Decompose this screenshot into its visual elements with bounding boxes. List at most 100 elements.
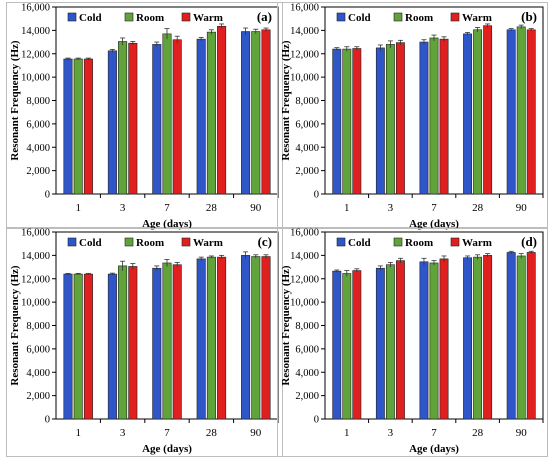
bar-warm: [217, 25, 227, 195]
bar-room: [516, 26, 526, 195]
y-tick-label: 14,000: [21, 251, 50, 262]
legend-swatch-warm: [181, 12, 191, 22]
y-tick-label: 6,000: [26, 119, 50, 130]
y-axis-label: Resonant Frequency (Hz): [280, 40, 292, 161]
bar-warm: [217, 256, 227, 420]
y-tick-label: 0: [45, 190, 50, 201]
legend-swatch-room: [124, 12, 134, 22]
y-tick-label: 6,000: [295, 344, 319, 355]
x-tick-label: 7: [431, 202, 437, 214]
bar-cold: [463, 257, 473, 420]
y-tick-label: 2,000: [295, 391, 319, 402]
y-tick-label: 16,000: [290, 228, 319, 239]
y-tick-label: 12,000: [290, 274, 319, 285]
bar-cold: [107, 273, 117, 420]
panel-frame: [277, 2, 548, 228]
bar-cold: [375, 267, 385, 420]
y-tick-label: 0: [45, 415, 50, 426]
bar-cold: [375, 47, 385, 195]
bar-warm: [261, 29, 271, 195]
bar-room: [516, 255, 526, 420]
legend-swatch-warm: [450, 12, 460, 22]
x-tick-label: 1: [75, 427, 81, 439]
x-tick-label: 1: [344, 202, 350, 214]
bar-warm: [261, 256, 271, 420]
bar-warm: [83, 273, 93, 420]
legend-swatch-room: [124, 237, 134, 247]
bar-warm: [172, 39, 182, 195]
y-tick-label: 4,000: [26, 143, 50, 154]
legend-label-room: Room: [405, 12, 433, 24]
legend-swatch-warm: [450, 237, 460, 247]
legend-swatch-room: [393, 237, 403, 247]
y-tick-label: 16,000: [21, 228, 50, 239]
y-tick-label: 14,000: [290, 26, 319, 37]
bar-cold: [241, 31, 251, 195]
bar-cold: [419, 261, 429, 420]
legend-swatch-warm: [181, 237, 191, 247]
bar-cold: [63, 58, 73, 195]
bar-cold: [506, 29, 516, 195]
bar-room: [251, 256, 261, 420]
y-tick-label: 10,000: [21, 73, 50, 84]
bar-warm: [352, 270, 362, 420]
bar-room: [73, 58, 83, 195]
y-tick-label: 16,000: [290, 3, 319, 14]
legend-swatch-cold: [67, 237, 77, 247]
y-tick-label: 6,000: [26, 344, 50, 355]
x-tick-label: 7: [164, 427, 170, 439]
bar-cold: [152, 267, 162, 420]
bar-room: [429, 262, 439, 420]
y-tick-label: 14,000: [21, 26, 50, 37]
chart-panel-2: 0 2,000 4,000 6,000 8,000 10,000 12,000 14,000 1…: [6, 228, 283, 457]
panel-frame: [277, 228, 548, 457]
legend-label-room: Room: [405, 237, 433, 249]
legend-label-cold: Cold: [348, 12, 371, 24]
bar-warm: [526, 29, 536, 195]
x-tick-label: 90: [516, 427, 528, 439]
bar-warm: [128, 266, 138, 420]
x-tick-label: 90: [250, 202, 262, 214]
panel-label: (d): [521, 234, 537, 249]
x-tick-label: 28: [206, 427, 218, 439]
legend-label-cold: Cold: [348, 237, 371, 249]
bar-room: [342, 48, 352, 195]
bar-warm: [439, 258, 449, 420]
x-axis-label: Age (days): [142, 218, 192, 230]
bar-cold: [196, 38, 206, 195]
y-tick-label: 10,000: [290, 298, 319, 309]
bar-room: [73, 273, 83, 420]
bar-cold: [419, 41, 429, 195]
bar-room: [206, 31, 216, 195]
bar-warm: [395, 42, 405, 195]
bar-room: [342, 273, 352, 420]
bar-cold: [332, 48, 342, 195]
x-tick-label: 3: [120, 427, 126, 439]
bar-room: [473, 256, 483, 420]
bar-room: [473, 29, 483, 195]
bar-room: [162, 262, 172, 420]
y-tick-label: 0: [314, 190, 319, 201]
bar-cold: [107, 50, 117, 195]
x-tick-label: 90: [516, 202, 528, 214]
legend-swatch-cold: [336, 237, 346, 247]
legend-label-warm: Warm: [462, 12, 492, 24]
y-tick-label: 4,000: [26, 368, 50, 379]
bar-room: [251, 31, 261, 195]
y-tick-label: 0: [314, 415, 319, 426]
legend-swatch-cold: [336, 12, 346, 22]
bar-cold: [63, 273, 73, 420]
x-axis-label: Age (days): [142, 443, 192, 455]
bar-room: [385, 264, 395, 420]
legend-label-warm: Warm: [193, 12, 223, 24]
legend-swatch-cold: [67, 12, 77, 22]
legend-label-room: Room: [136, 12, 164, 24]
bar-warm: [439, 38, 449, 195]
x-tick-label: 28: [472, 202, 484, 214]
bar-room: [162, 33, 172, 195]
y-tick-label: 12,000: [21, 49, 50, 60]
bar-warm: [395, 260, 405, 420]
x-tick-label: 1: [344, 427, 350, 439]
x-tick-label: 1: [75, 202, 81, 214]
panel-frame: [6, 2, 283, 228]
